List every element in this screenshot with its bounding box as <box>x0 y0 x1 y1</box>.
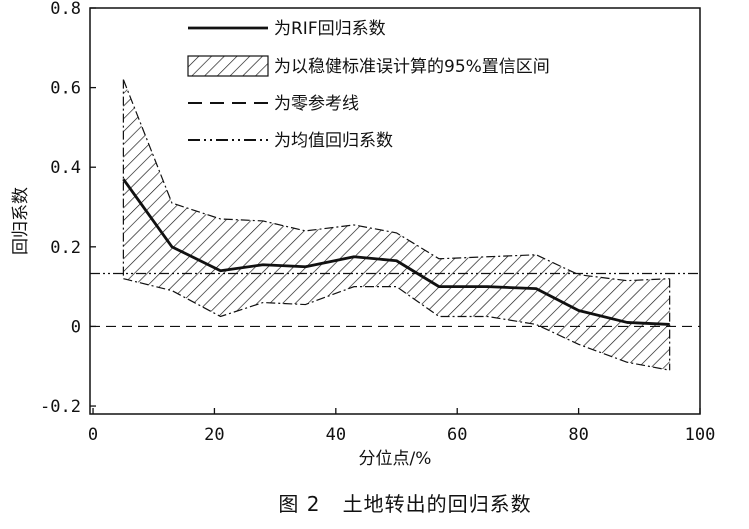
x-tick-label: 60 <box>447 425 467 445</box>
legend-hatch-swatch <box>187 55 269 77</box>
legend-entry-label: 为以稳健标准误计算的95%置信区间 <box>274 57 550 77</box>
plot-area-frame <box>89 7 701 415</box>
x-tick-label: 20 <box>204 425 224 445</box>
y-tick-label: 0.4 <box>50 158 81 178</box>
y-tick-label: 0.2 <box>50 238 81 258</box>
confidence-band-upper <box>122 79 670 282</box>
y-axis-ticks: -0.2 0 0.2 0.4 0.6 0.8 <box>40 0 96 417</box>
x-tick-label: 100 <box>685 425 716 445</box>
legend-entry-label: 为零参考线 <box>274 94 359 114</box>
y-tick-label: -0.2 <box>40 397 81 417</box>
confidence-band-lower <box>123 278 670 371</box>
y-tick-label: 0 <box>71 317 81 337</box>
x-tick-label: 40 <box>326 425 346 445</box>
x-tick-label: 0 <box>88 425 98 445</box>
y-tick-label: 0.6 <box>50 79 81 99</box>
legend-entry-label: 为均值回归系数 <box>274 131 393 151</box>
confidence-band-area <box>123 79 670 371</box>
y-axis-label: 回归系数 <box>11 187 31 255</box>
y-tick-label: 0.8 <box>50 0 81 19</box>
x-tick-label: 80 <box>568 425 588 445</box>
rif-coefficient-line <box>122 178 670 326</box>
confidence-band-layer <box>122 79 671 371</box>
x-axis-label: 分位点/% <box>359 449 432 469</box>
reference-lines-layer <box>90 272 700 328</box>
coefficient-line-layer <box>122 178 670 326</box>
figure-caption: 图 2 土地转出的回归系数 <box>278 492 531 516</box>
x-axis-ticks: 0 20 40 60 80 100 <box>88 408 715 445</box>
legend-entry-label: 为RIF回归系数 <box>274 19 386 39</box>
